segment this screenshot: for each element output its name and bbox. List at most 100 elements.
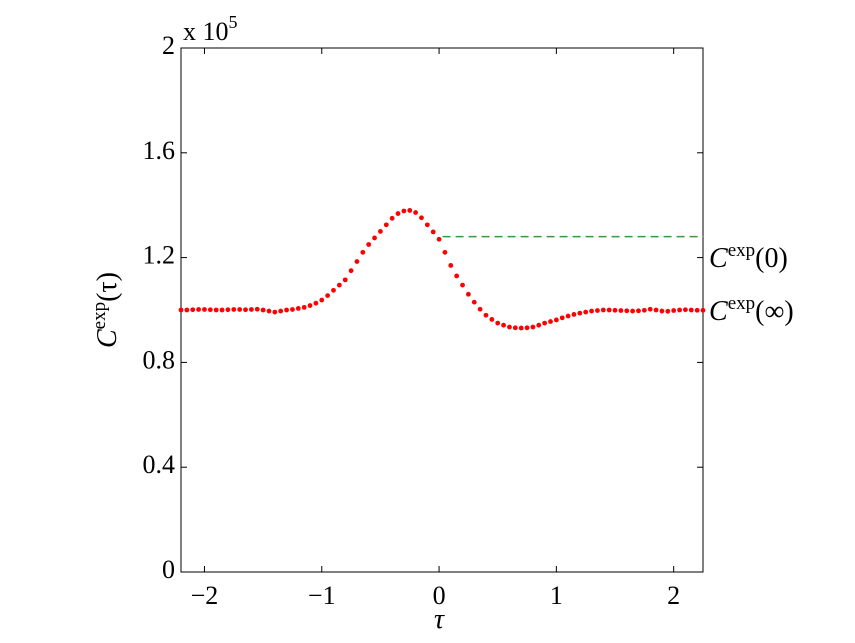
data-point: [589, 308, 594, 314]
data-point: [460, 282, 465, 288]
data-point: [688, 307, 694, 313]
y-multiplier-exponent: 5: [229, 12, 238, 32]
data-point: [501, 322, 506, 328]
data-point: [454, 273, 460, 279]
data-point: [389, 215, 395, 221]
data-point: [342, 277, 348, 283]
data-point: [671, 308, 677, 313]
y-label-arg: (τ): [92, 272, 123, 302]
y-tick-label: 0: [162, 555, 175, 584]
data-point: [424, 222, 430, 228]
data-point: [536, 322, 542, 328]
data-point: [231, 307, 237, 312]
y-axis-label: Cexp(τ): [89, 272, 123, 348]
x-tick-label: 2: [667, 581, 680, 610]
data-point: [348, 268, 354, 274]
data-point: [548, 319, 553, 324]
data-point: [483, 312, 489, 318]
data-point: [225, 307, 231, 313]
data-point: [530, 324, 536, 330]
annotation-arg: (∞): [755, 296, 794, 327]
data-point: [430, 229, 436, 235]
data-point: [395, 211, 401, 216]
data-point: [571, 312, 577, 317]
data-point: [618, 308, 624, 313]
data-point: [518, 325, 524, 331]
data-point: [366, 242, 372, 247]
x-tick-label: 1: [550, 581, 563, 610]
y-label-sup: exp: [89, 302, 110, 329]
data-point: [677, 307, 682, 313]
data-point: [284, 307, 289, 313]
data-point: [237, 307, 243, 312]
y-multiplier: x 105: [183, 12, 238, 46]
annotation: Cexp(0): [709, 240, 788, 274]
annotation: Cexp(∞): [709, 293, 794, 327]
data-point: [378, 229, 383, 234]
data-point: [700, 307, 706, 313]
data-point: [301, 304, 307, 310]
y-label-main: C: [92, 329, 123, 348]
data-point: [331, 287, 336, 293]
data-point: [407, 208, 413, 213]
data-point: [213, 307, 219, 313]
data-point: [612, 307, 618, 313]
data-point: [207, 307, 213, 313]
data-point: [665, 308, 671, 314]
data-point: [272, 309, 278, 315]
data-point: [313, 300, 319, 306]
data-point: [260, 307, 266, 313]
y-tick-label: 0.8: [143, 345, 176, 374]
data-point: [559, 315, 565, 321]
data-point: [354, 259, 360, 264]
data-point: [307, 303, 313, 308]
data-point: [653, 307, 659, 313]
data-point: [471, 299, 477, 305]
data-point: [636, 308, 641, 314]
data-point: [372, 235, 377, 241]
data-point: [583, 309, 589, 315]
data-point: [595, 308, 600, 313]
data-point: [512, 325, 518, 331]
annotation-arg: (0): [755, 243, 788, 274]
data-point: [477, 306, 483, 312]
data-point: [254, 306, 260, 312]
data-point: [442, 249, 448, 255]
annotation-main: C: [709, 243, 728, 274]
data-point: [401, 208, 407, 214]
data-point: [683, 307, 688, 313]
y-tick-label: 2: [162, 31, 175, 60]
data-point: [178, 307, 184, 313]
data-point: [542, 320, 548, 326]
data-point: [278, 308, 284, 314]
x-tick-label: 0: [433, 581, 446, 610]
annotation-sup: exp: [728, 293, 755, 314]
data-point: [600, 307, 606, 313]
data-point: [647, 306, 653, 312]
data-point: [465, 291, 471, 297]
data-point: [290, 307, 295, 312]
y-tick-label: 1.2: [143, 241, 176, 270]
data-point: [489, 317, 495, 322]
data-point: [248, 307, 254, 312]
data-point: [495, 320, 501, 326]
data-point: [319, 297, 325, 303]
data-point: [436, 236, 442, 242]
x-tick-label: −1: [308, 581, 336, 610]
data-point: [694, 307, 700, 313]
data-point: [630, 308, 636, 314]
y-multiplier-base: x 10: [183, 17, 229, 46]
data-point: [336, 282, 342, 288]
data-point: [577, 310, 583, 316]
x-axis-label: τ: [434, 604, 445, 635]
data-point: [624, 308, 630, 314]
data-point: [383, 222, 389, 228]
y-tick-label: 0.4: [143, 450, 176, 479]
data-point: [419, 215, 424, 221]
data-point: [448, 263, 454, 268]
data-point: [507, 324, 512, 330]
data-point: [202, 307, 207, 312]
data-point: [553, 317, 559, 323]
data-point: [325, 293, 331, 298]
data-point: [524, 325, 530, 331]
